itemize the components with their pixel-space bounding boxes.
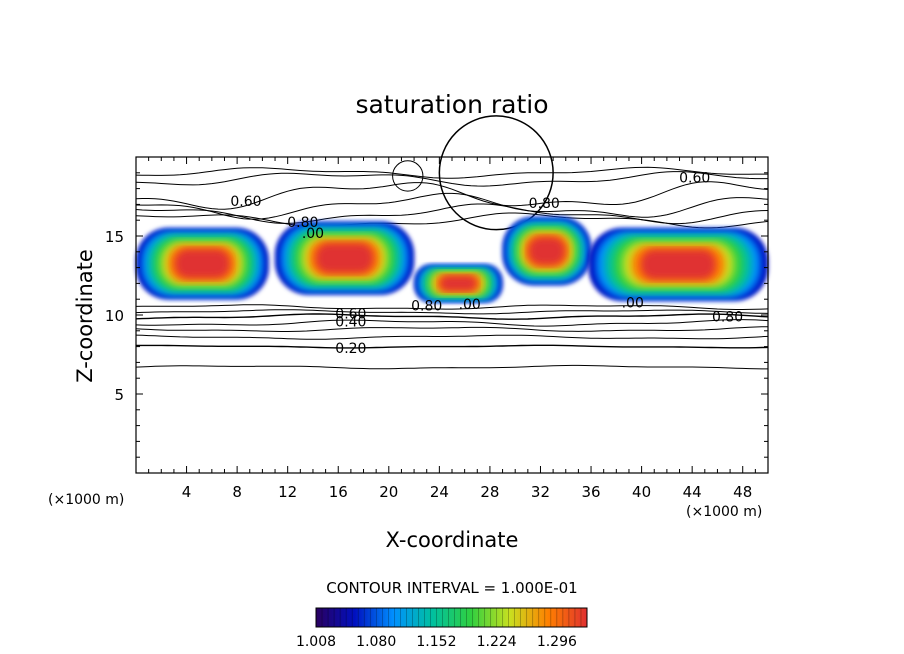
contour-line <box>135 181 769 210</box>
x-tick-label: 28 <box>480 483 499 501</box>
contour-label: 0.40 <box>335 314 366 330</box>
x-tick-label: 44 <box>683 483 702 501</box>
x-tick-label: 48 <box>733 483 752 501</box>
colorbar-tick-label: 1.224 <box>477 634 517 650</box>
x-tick-label: 8 <box>232 483 242 501</box>
contour-label: 0.60 <box>335 306 366 322</box>
y-tick-label: 15 <box>105 228 124 246</box>
x-tick-label: 32 <box>531 483 550 501</box>
x-tick-label: 16 <box>329 483 348 501</box>
colorbar-tick-label: 1.080 <box>356 634 396 650</box>
contour-line <box>135 212 769 229</box>
contour-label: 0.60 <box>679 171 710 187</box>
contour-label: 0.80 <box>411 299 442 315</box>
saturation-region <box>414 264 503 303</box>
x-tick-label: 12 <box>278 483 297 501</box>
contour-label: 0.80 <box>529 196 560 212</box>
contour-line <box>135 364 768 370</box>
saturation-band <box>174 248 231 279</box>
contour-label: 0.20 <box>335 341 366 357</box>
y-tick-label: 5 <box>114 386 124 404</box>
contour-label: .00 <box>459 297 481 313</box>
colorbar <box>315 607 588 628</box>
x-tick-label: 4 <box>182 483 192 501</box>
x-tick-label: 24 <box>430 483 449 501</box>
contour-line <box>135 334 769 340</box>
saturation-region <box>588 228 768 301</box>
contour-line <box>135 171 768 187</box>
colorbar-tick-label: 1.152 <box>416 634 456 650</box>
colorbar-tick-label: 1.008 <box>296 634 336 650</box>
contour-label: .00 <box>622 295 644 311</box>
contour-line <box>135 326 768 332</box>
contour-line <box>135 319 769 327</box>
saturation-region <box>136 228 269 300</box>
contour-interval-text: CONTOUR INTERVAL = 1.000E-01 <box>326 579 577 597</box>
contour-line <box>135 203 769 225</box>
contour-line <box>135 304 769 310</box>
contour-label: 0.80 <box>287 215 318 231</box>
contour-line <box>135 192 769 220</box>
chart-title: saturation ratio <box>355 90 548 119</box>
contour-label: 0.60 <box>230 194 261 210</box>
saturation-fields <box>136 217 768 303</box>
x-axis-label: X-coordinate <box>386 528 519 552</box>
contour-label: 0.80 <box>712 310 743 326</box>
saturation-band <box>640 249 716 280</box>
y-tick-label: 10 <box>105 307 124 325</box>
contour-line <box>392 160 424 192</box>
contour-line <box>135 313 769 320</box>
contour-line <box>438 115 554 231</box>
saturation-band <box>439 275 477 292</box>
contour-line <box>135 166 768 179</box>
saturation-region <box>502 217 592 285</box>
contour-line <box>135 309 769 315</box>
contour-label: .00 <box>302 226 324 242</box>
saturation-region <box>275 221 415 295</box>
x-tick-label: 36 <box>581 483 600 501</box>
x-tick-label: 40 <box>632 483 651 501</box>
saturation-band <box>315 242 374 274</box>
saturation-band <box>528 236 566 266</box>
contour-line <box>135 344 769 349</box>
z-unit-label: (×1000 m) <box>48 492 124 508</box>
y-axis-label: Z-coordinate <box>73 249 97 383</box>
contour-lines <box>135 115 769 370</box>
x-tick-label: 20 <box>379 483 398 501</box>
x-unit-label: (×1000 m) <box>686 504 762 520</box>
colorbar-ticks: 1.008 1.080 1.152 1.224 1.296 <box>296 608 582 650</box>
colorbar-tick-label: 1.296 <box>537 634 577 650</box>
contour-labels: 0.600.600.800.80.000.80.00.000.800.600.4… <box>230 171 743 358</box>
